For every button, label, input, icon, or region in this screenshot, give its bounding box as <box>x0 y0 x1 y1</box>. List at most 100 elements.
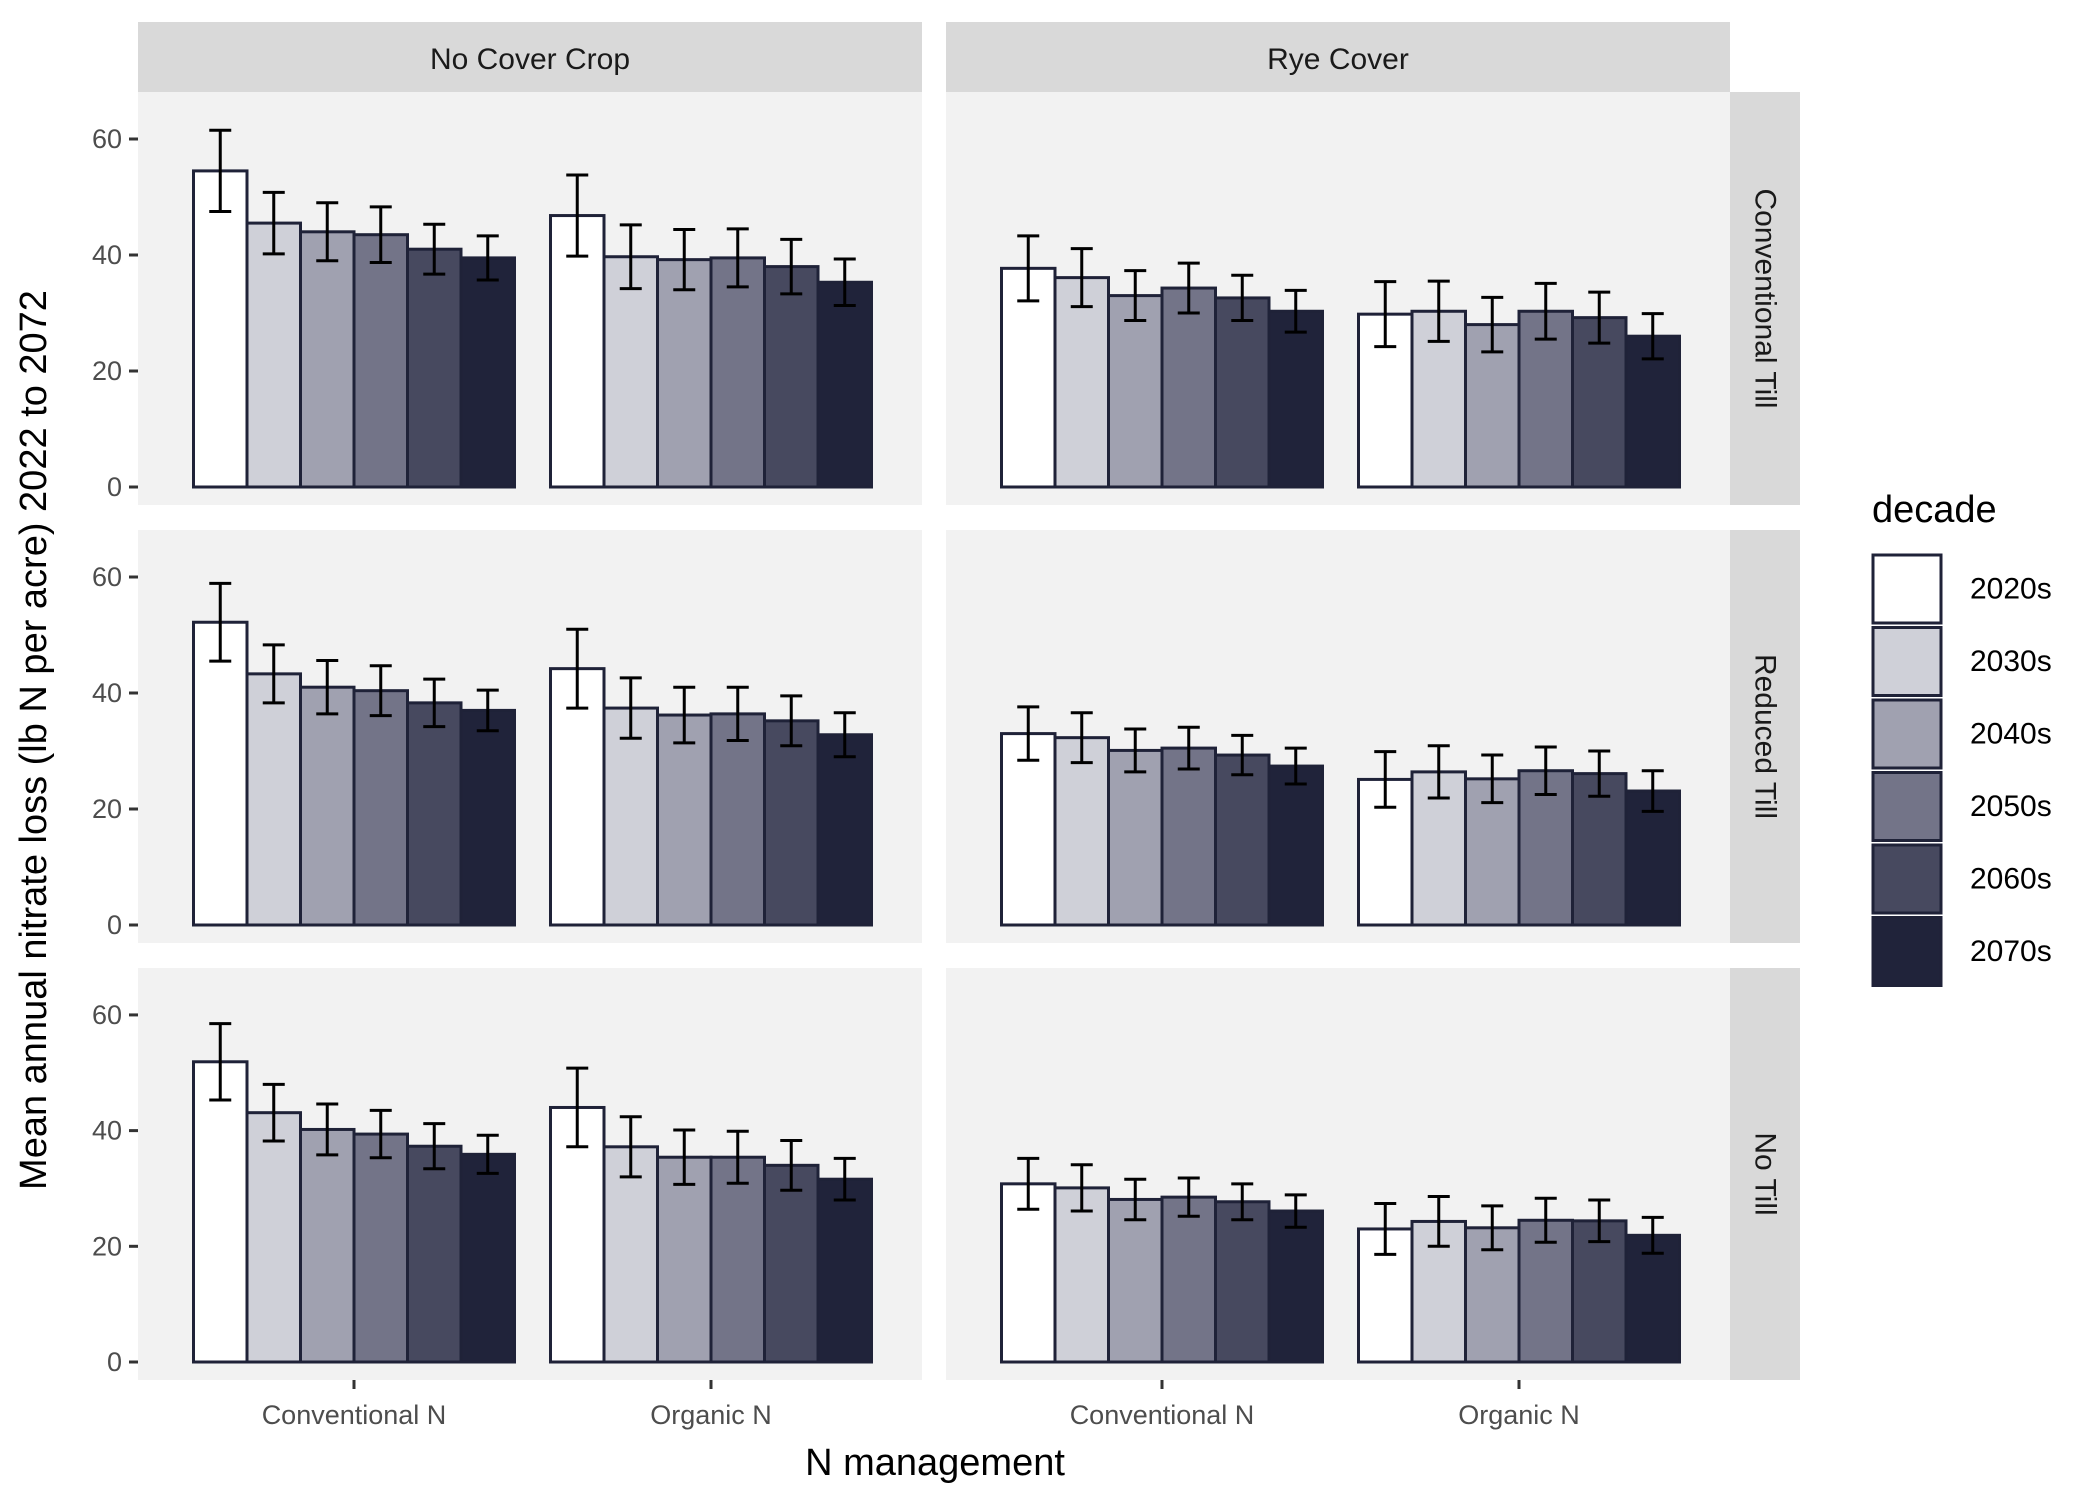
bar-organic-n-2040s-r0-c0 <box>656 258 713 489</box>
bar-conventional-n-2030s-r1-c0 <box>245 672 302 927</box>
error-bar-conventional-n-2040s-r1-c0 <box>316 659 339 716</box>
error-bar-organic-n-2030s-r2-c1 <box>1427 1195 1450 1248</box>
legend-label-2070s: 2070s <box>1970 935 2052 968</box>
error-bar-conventional-n-2060s-r0-c1 <box>1231 273 1254 323</box>
bar-conventional-n-2020s-r1-c1 <box>1000 732 1057 927</box>
legend-items: 2020s 2030s 2040s 2050s 2060s 2070s <box>1871 553 2052 987</box>
error-bar-conventional-n-2040s-r2-c0 <box>316 1102 339 1157</box>
y-tick-label-r0-20: 20 <box>92 356 122 386</box>
error-bar-organic-n-2020s-r2-c1 <box>1374 1202 1397 1256</box>
bar-conventional-n-2020s-r0-c0 <box>192 169 249 489</box>
error-bar-organic-n-2030s-r2-c0 <box>619 1115 642 1179</box>
error-bar-conventional-n-2020s-r0-c0 <box>209 128 232 213</box>
column-strip-label-no-cover-crop: No Cover Crop <box>430 43 630 76</box>
bar-organic-n-2030s-r0-c0 <box>602 255 659 489</box>
error-bar-conventional-n-2030s-r2-c0 <box>262 1082 285 1143</box>
x-tick-label-c1-conventional-n: Conventional N <box>1070 1400 1255 1430</box>
bar-conventional-n-2040s-r2-c1 <box>1107 1197 1164 1364</box>
error-bar-organic-n-2060s-r0-c0 <box>780 237 803 296</box>
x-tick-label-c0-conventional-n: Conventional N <box>262 1400 447 1430</box>
column-facet-strips: No Cover Crop Rye Cover <box>138 22 1730 92</box>
y-tick-label-r2-0: 0 <box>107 1347 122 1377</box>
bar-organic-n-2050s-r1-c0 <box>709 712 766 927</box>
bar-conventional-n-2050s-r1-c0 <box>352 689 409 927</box>
legend-label-2050s: 2050s <box>1970 790 2052 823</box>
bar-organic-n-2040s-r1-c0 <box>656 713 713 927</box>
legend: decade 2020s 2030s 2040s 2050s 2060s 2070s <box>1871 489 2052 987</box>
panel-r2-c0 <box>192 1022 873 1364</box>
error-bar-organic-n-2030s-r0-c1 <box>1427 279 1450 343</box>
y-tick-label-r2-40: 40 <box>92 1116 122 1146</box>
error-bar-organic-n-2030s-r0-c0 <box>619 223 642 291</box>
error-bar-organic-n-2050s-r2-c0 <box>726 1129 749 1185</box>
bar-conventional-n-2030s-r2-c1 <box>1053 1186 1110 1364</box>
bar-conventional-n-2050s-r0-c0 <box>352 233 409 489</box>
bar-conventional-n-2070s-r2-c0 <box>459 1152 516 1364</box>
bar-conventional-n-2040s-r1-c0 <box>299 685 356 927</box>
row-strip-label-conventional-till: Conventional Till <box>1749 188 1782 408</box>
row-facet-strips: Conventional Till Reduced Till No Till <box>1730 92 1800 1380</box>
axes-layer: 0 20 40 60 0 20 40 60 0 20 40 60 Conventional N Organ… <box>92 124 1580 1430</box>
bar-organic-n-2050s-r2-c0 <box>709 1155 766 1364</box>
column-strip-label-rye-cover: Rye Cover <box>1267 43 1409 76</box>
error-bar-conventional-n-2020s-r2-c1 <box>1017 1156 1040 1211</box>
bar-conventional-n-2020s-r1-c0 <box>192 620 249 927</box>
legend-label-2060s: 2060s <box>1970 863 2052 896</box>
error-bar-organic-n-2060s-r2-c1 <box>1588 1198 1611 1244</box>
bar-organic-n-2030s-r1-c0 <box>602 706 659 927</box>
error-bar-organic-n-2050s-r2-c1 <box>1534 1196 1557 1244</box>
error-bar-organic-n-2060s-r1-c1 <box>1588 749 1611 798</box>
legend-swatch-2050s <box>1871 771 1943 842</box>
y-tick-label-r0-40: 40 <box>92 240 122 270</box>
error-bar-conventional-n-2040s-r0-c1 <box>1124 269 1147 323</box>
error-bar-conventional-n-2070s-r1-c1 <box>1284 746 1307 786</box>
error-bar-organic-n-2050s-r0-c0 <box>726 227 749 289</box>
error-bar-conventional-n-2020s-r1-c0 <box>209 581 232 663</box>
y-tick-label-r1-0: 0 <box>107 910 122 940</box>
bar-conventional-n-2050s-r2-c0 <box>352 1132 409 1364</box>
bar-conventional-n-2070s-r1-c0 <box>459 708 516 927</box>
error-bar-conventional-n-2030s-r0-c0 <box>262 190 285 256</box>
error-bar-organic-n-2020s-r1-c0 <box>566 627 589 710</box>
bar-conventional-n-2040s-r1-c1 <box>1107 748 1164 927</box>
bar-conventional-n-2030s-r1-c1 <box>1053 736 1110 927</box>
bar-organic-n-2040s-r2-c0 <box>656 1155 713 1364</box>
bar-conventional-n-2060s-r2-c0 <box>406 1144 463 1364</box>
error-bar-conventional-n-2030s-r1-c0 <box>262 643 285 705</box>
error-bar-conventional-n-2020s-r1-c1 <box>1017 705 1040 762</box>
legend-swatch-2040s <box>1871 698 1943 770</box>
error-bar-conventional-n-2070s-r2-c0 <box>476 1133 499 1175</box>
bar-conventional-n-2040s-r0-c1 <box>1107 294 1164 489</box>
error-bar-organic-n-2070s-r0-c1 <box>1641 312 1664 361</box>
panels-layer <box>138 92 1730 1380</box>
error-bar-organic-n-2070s-r0-c0 <box>833 257 856 307</box>
legend-swatch-2060s <box>1871 843 1943 915</box>
row-strip-label-no-till: No Till <box>1749 1132 1782 1215</box>
error-bar-organic-n-2020s-r2-c0 <box>566 1066 589 1149</box>
error-bar-organic-n-2050s-r0-c1 <box>1534 281 1557 341</box>
error-bar-organic-n-2020s-r1-c1 <box>1374 750 1397 809</box>
bar-organic-n-2060s-r2-c0 <box>763 1163 820 1364</box>
error-bar-conventional-n-2050s-r1-c0 <box>369 664 392 718</box>
error-bar-conventional-n-2060s-r2-c0 <box>423 1122 446 1171</box>
bar-organic-n-2070s-r1-c1 <box>1624 789 1681 927</box>
x-tick-label-c0-organic-n: Organic N <box>650 1400 772 1430</box>
error-bar-organic-n-2070s-r2-c0 <box>833 1156 856 1202</box>
bar-conventional-n-2030s-r0-c1 <box>1053 276 1110 489</box>
bar-organic-n-2060s-r0-c0 <box>763 265 820 489</box>
bar-organic-n-2070s-r1-c0 <box>816 733 873 927</box>
error-bar-conventional-n-2050s-r0-c0 <box>369 205 392 265</box>
y-tick-label-r0-60: 60 <box>92 124 122 154</box>
y-tick-label-r1-60: 60 <box>92 562 122 592</box>
bar-organic-n-2070s-r0-c0 <box>816 280 873 489</box>
bar-organic-n-2070s-r2-c0 <box>816 1177 873 1364</box>
error-bar-organic-n-2040s-r2-c0 <box>673 1128 696 1186</box>
legend-title: decade <box>1872 489 1997 531</box>
bar-organic-n-2060s-r1-c0 <box>763 719 820 927</box>
bar-conventional-n-2040s-r2-c0 <box>299 1127 356 1364</box>
error-bar-organic-n-2060s-r1-c0 <box>780 694 803 748</box>
error-bar-conventional-n-2040s-r0-c0 <box>316 201 339 263</box>
panel-r2-c1 <box>1000 1156 1681 1364</box>
bar-conventional-n-2060s-r1-c0 <box>406 701 463 927</box>
